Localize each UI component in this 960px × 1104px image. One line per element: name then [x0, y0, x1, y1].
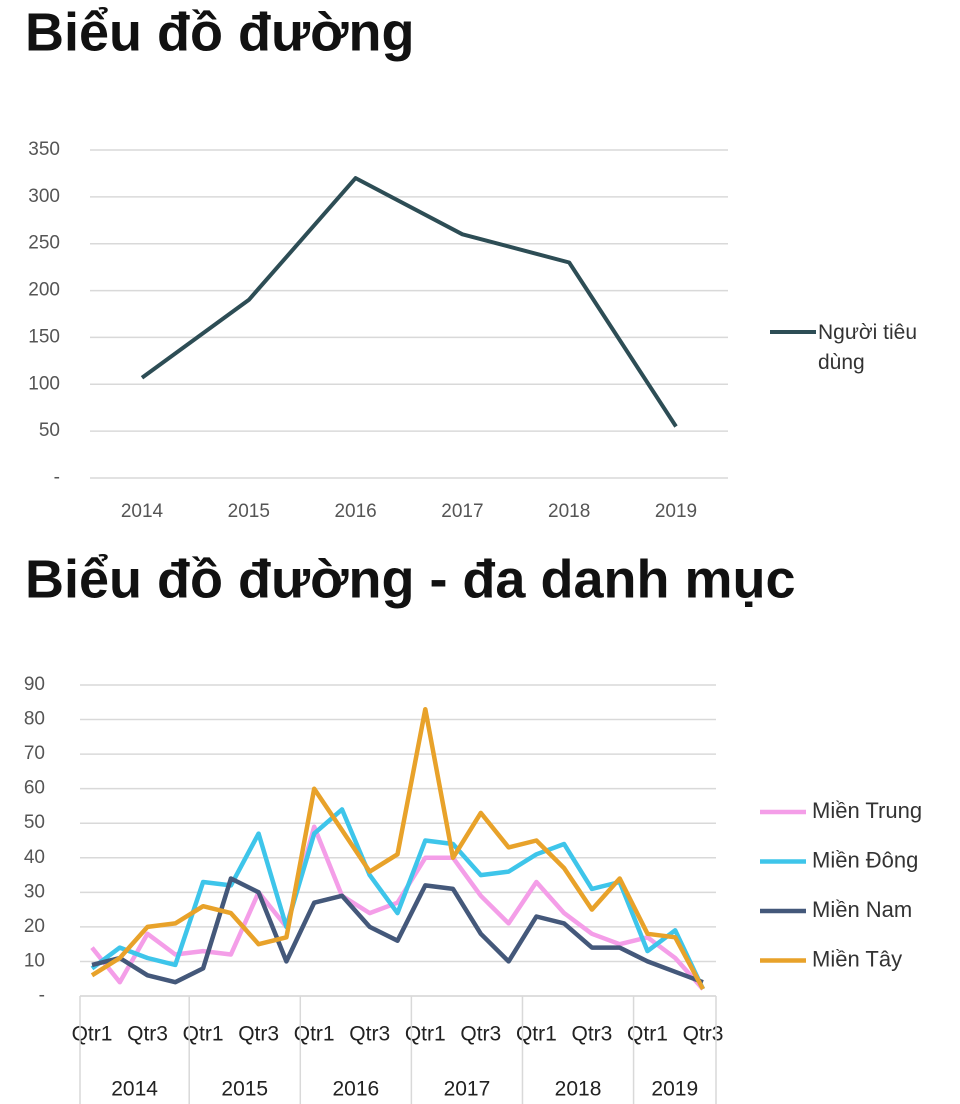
group-label: 2017 [444, 1078, 491, 1101]
x-tick-label: Qtr3 [460, 1023, 501, 1046]
y-tick-label: 20 [24, 916, 45, 937]
series-line [140, 176, 678, 428]
y-tick-label: 200 [28, 280, 60, 301]
chart-title: Biểu đồ đường - đa danh mục [25, 549, 795, 609]
x-tick-label: 2019 [655, 501, 697, 522]
y-tick-label: 80 [24, 709, 45, 730]
y-tick-label: 60 [24, 778, 45, 799]
x-tick-label: 2015 [228, 501, 270, 522]
y-tick-label: - [39, 985, 45, 1006]
x-tick-label: Qtr1 [627, 1023, 668, 1046]
x-tick-label: 2017 [441, 501, 483, 522]
y-tick-label: 50 [39, 420, 60, 441]
y-tick-label: 70 [24, 743, 45, 764]
y-tick-label: 90 [24, 674, 45, 695]
legend-box: Người tiêu dùng [818, 321, 918, 374]
group-label: 2015 [221, 1078, 268, 1101]
x-tick-label: Qtr1 [405, 1023, 446, 1046]
legend-label: Người tiêu dùng [818, 321, 918, 374]
x-tick-label: Qtr3 [683, 1023, 724, 1046]
x-tick-label: Qtr3 [127, 1023, 168, 1046]
y-tick-label: 300 [28, 186, 60, 207]
y-tick-label: 250 [28, 233, 60, 254]
y-tick-label: 350 [28, 139, 60, 160]
x-tick-label: 2014 [121, 501, 164, 522]
chart-title: Biểu đồ đường [25, 2, 414, 62]
x-tick-label: Qtr1 [516, 1023, 557, 1046]
x-tick-label: Qtr1 [183, 1023, 224, 1046]
group-label: 2014 [111, 1078, 158, 1101]
y-tick-label: 50 [24, 812, 45, 833]
group-label: 2016 [332, 1078, 379, 1101]
x-tick-label: Qtr3 [349, 1023, 390, 1046]
group-label: 2019 [651, 1078, 698, 1101]
y-tick-label: 40 [24, 847, 45, 868]
legend-label: Miền Nam [812, 897, 912, 922]
group-label: 2018 [555, 1078, 602, 1101]
x-tick-label: 2016 [334, 501, 376, 522]
y-tick-label: 10 [24, 950, 45, 971]
series-line [90, 824, 705, 991]
y-tick-label: 150 [28, 326, 60, 347]
y-tick-label: 100 [28, 373, 60, 394]
x-tick-label: Qtr3 [238, 1023, 279, 1046]
legend-label: Miền Đông [812, 847, 918, 872]
x-tick-label: Qtr1 [72, 1023, 113, 1046]
x-tick-label: 2018 [548, 501, 590, 522]
x-tick-label: Qtr1 [294, 1023, 335, 1046]
legend-label: Miền Tây [812, 946, 902, 971]
legend-label: Miền Trung [812, 798, 922, 823]
series-line [90, 706, 705, 991]
series-line [91, 876, 704, 985]
y-tick-label: 30 [24, 881, 45, 902]
y-tick-label: - [54, 467, 60, 488]
x-tick-label: Qtr3 [571, 1023, 612, 1046]
